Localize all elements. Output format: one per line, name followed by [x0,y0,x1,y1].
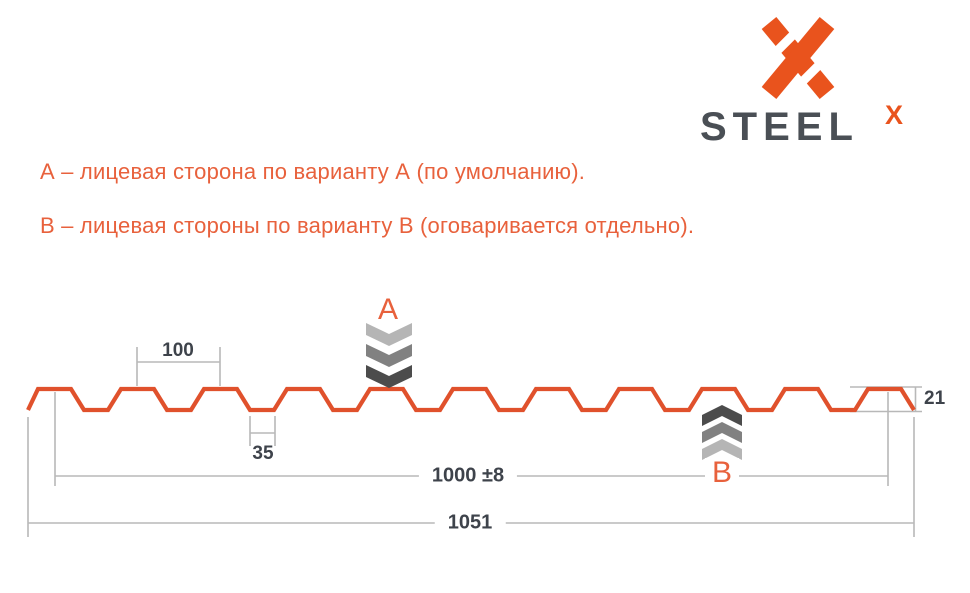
note-variant-a: А – лицевая сторона по варианту А (по ум… [40,159,586,184]
dim-label-rib-bottom-width: 35 [252,443,274,464]
marker-b-label: B [704,458,740,488]
triple-chevron-down-icon [366,323,412,388]
note-variant-b: В – лицевая стороны по варианту В (огова… [40,213,695,238]
dim-label-rib-pitch: 100 [162,340,194,361]
sheet-profile-line [26,386,916,413]
dim-label-working-width: 1000 ±8 [418,464,518,488]
marker-a-label: A [377,293,399,326]
triple-chevron-up-icon [702,405,742,460]
steelx-logo: STEEL X [696,12,936,152]
logo-brand-text: STEEL [700,105,859,149]
logo-sup-x: X [885,100,904,130]
dim-label-profile-height: 21 [924,388,946,409]
x-logo-icon [761,16,835,100]
dim-label-overall-width: 1051 [434,511,506,535]
dimension-lines [27,347,922,537]
